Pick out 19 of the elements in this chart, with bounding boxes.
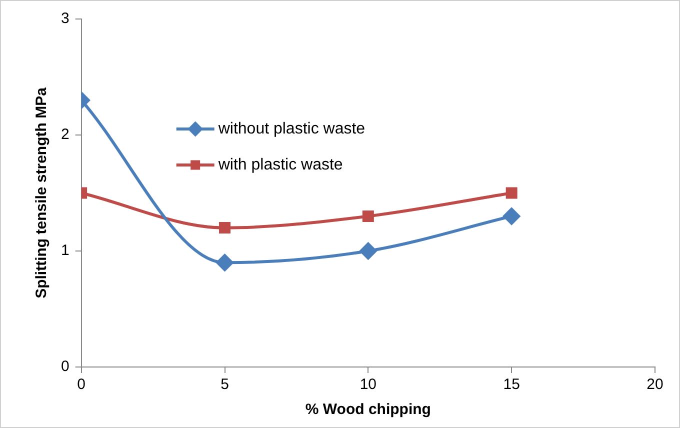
y-tick-label: 3 — [61, 10, 70, 28]
point — [362, 210, 374, 222]
point — [506, 187, 518, 199]
legend-label: without plastic waste — [217, 120, 366, 138]
x-tick-label: 5 — [220, 376, 229, 394]
x-tick-label: 10 — [360, 376, 377, 394]
x-axis-title: % Wood chipping — [305, 401, 431, 418]
point — [216, 254, 234, 272]
y-tick-label: 0 — [61, 358, 70, 376]
point — [219, 222, 230, 234]
x-tick-label: 15 — [503, 376, 520, 394]
x-tick-label: 20 — [646, 376, 664, 394]
point — [360, 242, 377, 260]
y-tick-label: 1 — [61, 242, 70, 260]
y-axis-title: Splitting tensile strength MPa — [33, 86, 50, 298]
legend-label: with plastic waste — [217, 156, 343, 174]
y-tick-label: 2 — [61, 126, 70, 144]
point — [503, 208, 520, 225]
x-tick-label: 0 — [77, 376, 86, 394]
